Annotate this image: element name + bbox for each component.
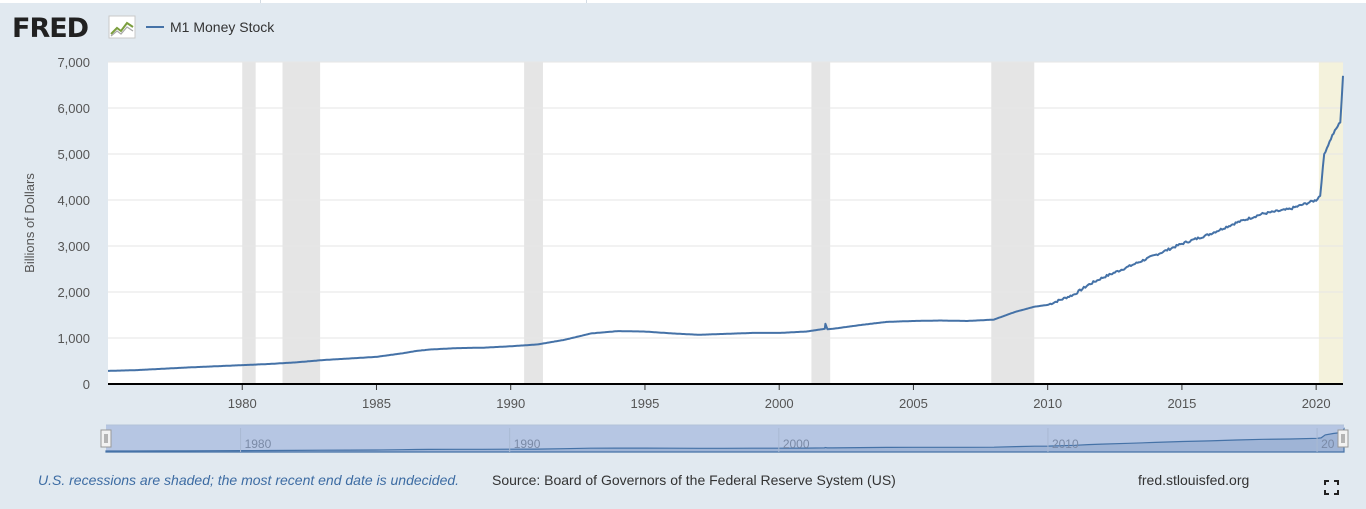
navigator-handle-right[interactable]	[1337, 429, 1349, 448]
chart-graph-icon	[108, 15, 136, 39]
y-axis-ticks: 0 1,000 2,000 3,000 4,000 5,000 6,000 7,000	[57, 55, 90, 392]
navigator[interactable]: 1980 1990 2000 2010 20	[100, 424, 1349, 453]
legend-label: M1 Money Stock	[170, 19, 275, 35]
header: FRED M1 Money Stock	[12, 13, 275, 44]
y-tick-label: 6,000	[57, 101, 90, 116]
x-tick-label: 2020	[1302, 396, 1331, 411]
x-tick-label: 1985	[362, 396, 391, 411]
recession-bands	[242, 62, 1343, 384]
recession-band	[242, 62, 256, 384]
recession-band	[524, 62, 543, 384]
x-tick-label: 1990	[496, 396, 525, 411]
y-tick-label: 1,000	[57, 331, 90, 346]
y-axis-label: Billions of Dollars	[22, 173, 37, 273]
y-tick-label: 5,000	[57, 147, 90, 162]
navigator-tick-label: 20	[1321, 437, 1335, 451]
x-tick-label: 2010	[1033, 396, 1062, 411]
navigator-series	[105, 427, 1345, 453]
y-tick-label: 3,000	[57, 239, 90, 254]
top-strip	[0, 0, 1366, 3]
gridlines	[108, 61, 1343, 339]
navigator-tick-label: 2010	[1052, 437, 1079, 451]
x-tick-label: 2015	[1167, 396, 1196, 411]
x-tick-label: 2000	[765, 396, 794, 411]
source-text: Source: Board of Governors of the Federa…	[492, 472, 896, 488]
navigator-tick-label: 2000	[783, 437, 810, 451]
recession-band	[991, 62, 1035, 384]
x-tick-label: 1995	[630, 396, 659, 411]
y-tick-label: 7,000	[57, 55, 90, 70]
navigator-tick-label: 1990	[514, 437, 541, 451]
y-tick-label: 2,000	[57, 285, 90, 300]
recession-note: U.S. recessions are shaded; the most rec…	[38, 472, 460, 488]
x-tick-label: 2005	[899, 396, 928, 411]
top-divider	[586, 0, 587, 3]
navigator-tick-label: 1980	[245, 437, 272, 451]
navigator-handle-left[interactable]	[100, 429, 112, 448]
navigator-ticks: 1980 1990 2000 2010 20	[240, 428, 1335, 452]
x-axis-ticks: 1980 1985 1990 1995 2000 2005 2010 2015 2020	[228, 384, 1331, 411]
recession-band	[811, 62, 831, 384]
y-tick-label: 4,000	[57, 193, 90, 208]
recession-band	[1318, 62, 1343, 384]
series-line-m1	[108, 75, 1344, 372]
fred-logo: FRED	[12, 13, 88, 44]
legend-item[interactable]: M1 Money Stock	[146, 19, 275, 35]
fullscreen-icon[interactable]	[1324, 480, 1339, 495]
site-link[interactable]: fred.stlouisfed.org	[1138, 472, 1250, 488]
x-tick-label: 1980	[228, 396, 257, 411]
recession-band	[282, 62, 321, 384]
y-tick-label: 0	[83, 377, 90, 392]
top-divider	[260, 0, 261, 3]
